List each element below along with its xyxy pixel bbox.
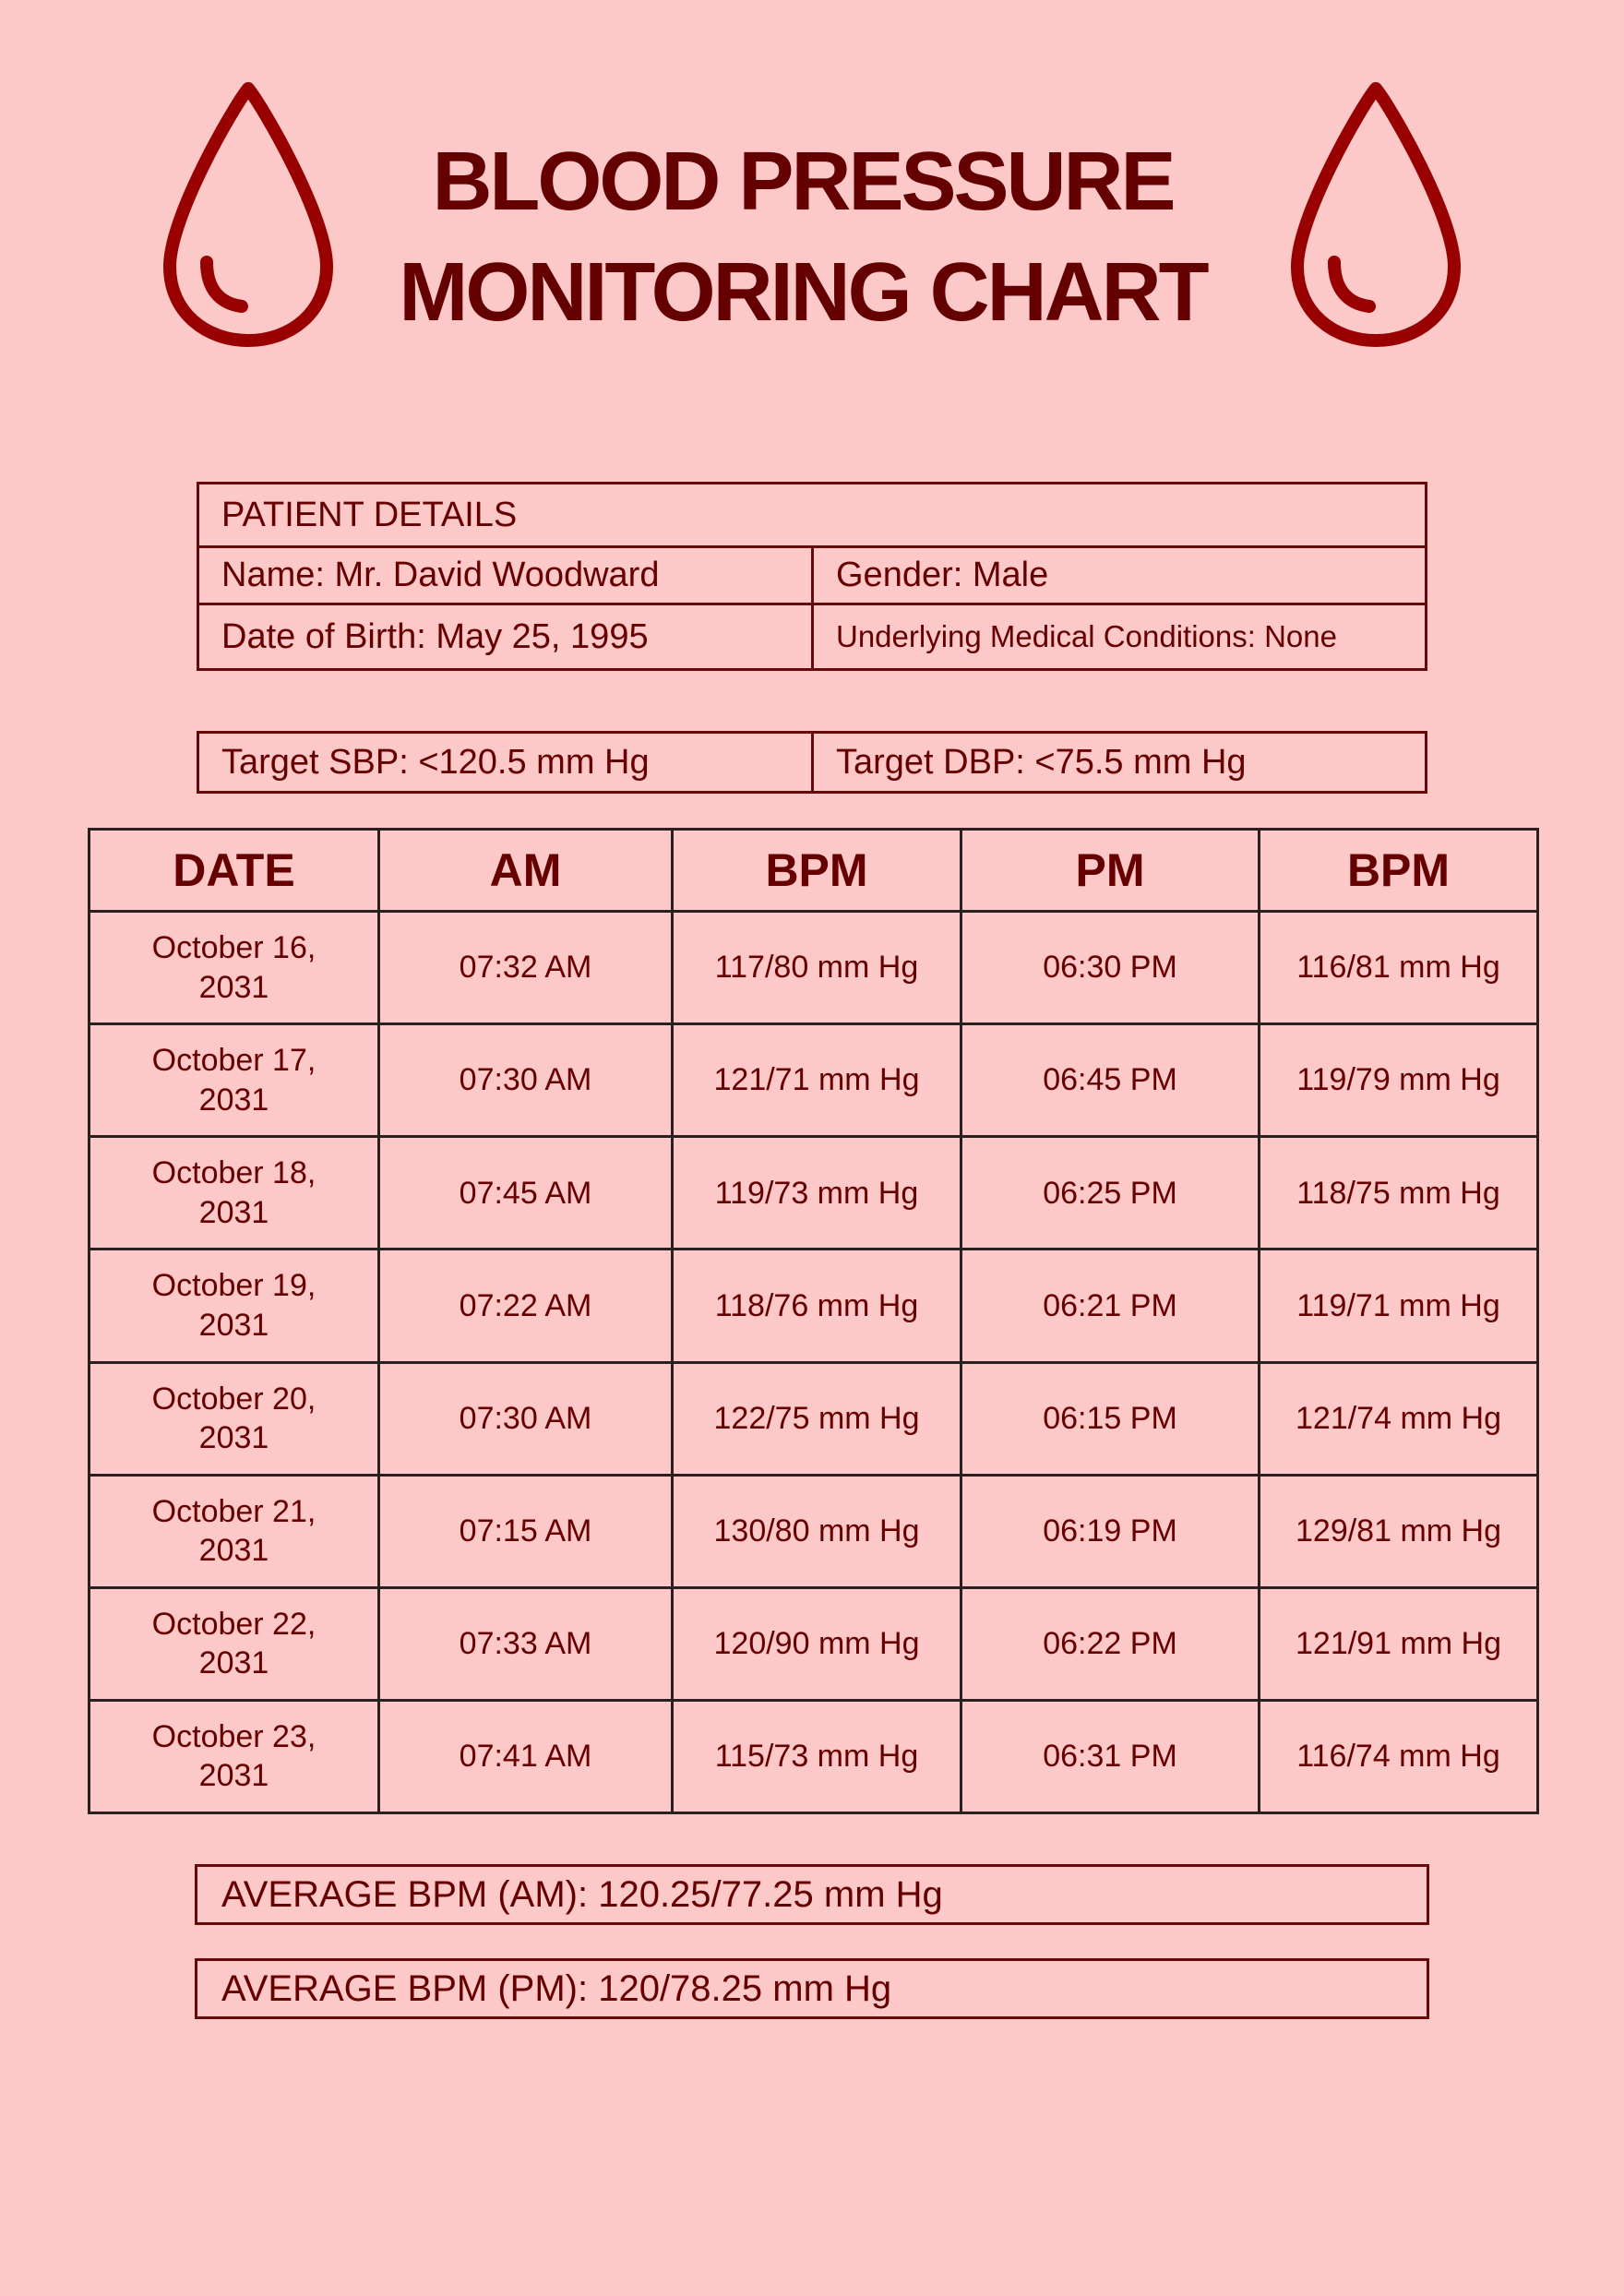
cell-date: October 20, 2031: [88, 1360, 380, 1477]
cell-pm-time: 06:25 PM: [960, 1135, 1260, 1251]
cell-pm-bpm: 129/81 mm Hg: [1258, 1473, 1539, 1589]
cell-am-time: 07:32 AM: [377, 909, 674, 1026]
header-date: DATE: [88, 828, 380, 913]
date-line1: October 16,: [151, 930, 316, 966]
patient-dob: Date of Birth: May 25, 1995: [221, 616, 649, 656]
table-row: October 17, 2031 07:30 AM 121/71 mm Hg 06:45…: [88, 1022, 1539, 1139]
average-pm: AVERAGE BPM (PM): 120/78.25 mm Hg: [195, 1958, 1429, 2019]
date-line2: 2031: [198, 1194, 269, 1230]
cell-am-bpm: 121/71 mm Hg: [671, 1022, 962, 1139]
cell-pm-time: 06:45 PM: [960, 1022, 1260, 1139]
page-title-line2: MONITORING CHART: [399, 246, 1209, 339]
cell-am-bpm: 118/76 mm Hg: [671, 1248, 962, 1364]
cell-am-time: 07:22 AM: [377, 1248, 674, 1364]
cell-pm-time: 06:22 PM: [960, 1585, 1260, 1702]
cell-date: October 23, 2031: [88, 1698, 380, 1815]
cell-pm-bpm: 116/81 mm Hg: [1258, 909, 1539, 1026]
cell-am-bpm: 130/80 mm Hg: [671, 1473, 962, 1589]
cell-date: October 16, 2031: [88, 909, 380, 1026]
page-title-line1: BLOOD PRESSURE: [432, 136, 1176, 228]
cell-date: October 18, 2031: [88, 1135, 380, 1251]
cell-am-bpm: 122/75 mm Hg: [671, 1360, 962, 1477]
table-row: October 20, 2031 07:30 AM 122/75 mm Hg 06:15…: [88, 1360, 1539, 1477]
blood-drop-icon-left: [163, 82, 333, 347]
header-am-bpm: BPM: [671, 828, 962, 913]
cell-am-time: 07:45 AM: [377, 1135, 674, 1251]
cell-pm-bpm: 119/71 mm Hg: [1258, 1248, 1539, 1364]
date-line2: 2031: [198, 1645, 269, 1681]
table-row: October 18, 2031 07:45 AM 119/73 mm Hg 06:25…: [88, 1135, 1539, 1251]
average-am: AVERAGE BPM (AM): 120.25/77.25 mm Hg: [195, 1864, 1429, 1925]
cell-pm-time: 06:19 PM: [960, 1473, 1260, 1589]
patient-conditions: Underlying Medical Conditions: None: [811, 605, 1425, 668]
date-line2: 2031: [198, 1307, 269, 1343]
date-line1: October 17,: [151, 1043, 316, 1079]
cell-pm-bpm: 119/79 mm Hg: [1258, 1022, 1539, 1139]
cell-am-time: 07:33 AM: [377, 1585, 674, 1702]
cell-date: October 21, 2031: [88, 1473, 380, 1589]
patient-details-heading: PATIENT DETAILS: [221, 495, 518, 534]
header-am: AM: [377, 828, 674, 913]
cell-pm-bpm: 116/74 mm Hg: [1258, 1698, 1539, 1815]
cell-am-time: 07:30 AM: [377, 1360, 674, 1477]
cell-pm-bpm: 121/74 mm Hg: [1258, 1360, 1539, 1477]
date-line2: 2031: [198, 1758, 269, 1794]
cell-pm-time: 06:21 PM: [960, 1248, 1260, 1364]
cell-pm-bpm: 121/91 mm Hg: [1258, 1585, 1539, 1702]
table-row: October 16, 2031 07:32 AM 117/80 mm Hg 06:30…: [88, 909, 1539, 1026]
cell-pm-time: 06:30 PM: [960, 909, 1260, 1026]
date-line2: 2031: [198, 969, 269, 1005]
cell-am-bpm: 120/90 mm Hg: [671, 1585, 962, 1702]
cell-pm-time: 06:31 PM: [960, 1698, 1260, 1815]
date-line1: October 23,: [151, 1718, 316, 1754]
targets-box: Target SBP: <120.5 mm Hg Target DBP: <75…: [197, 731, 1427, 794]
date-line1: October 21,: [151, 1493, 316, 1529]
cell-am-bpm: 117/80 mm Hg: [671, 909, 962, 1026]
cell-am-bpm: 115/73 mm Hg: [671, 1698, 962, 1815]
cell-am-time: 07:30 AM: [377, 1022, 674, 1139]
table-row: October 19, 2031 07:22 AM 118/76 mm Hg 06:21…: [88, 1248, 1539, 1364]
cell-date: October 17, 2031: [88, 1022, 380, 1139]
date-line1: October 19,: [151, 1268, 316, 1304]
patient-gender: Gender: Male: [811, 548, 1425, 603]
cell-pm-bpm: 118/75 mm Hg: [1258, 1135, 1539, 1251]
patient-details-box: PATIENT DETAILS Name: Mr. David Woodward…: [197, 482, 1427, 671]
table-row: October 22, 2031 07:33 AM 120/90 mm Hg 06:22…: [88, 1585, 1539, 1702]
date-line2: 2031: [198, 1082, 269, 1118]
table-header-row: DATE AM BPM PM BPM: [88, 828, 1539, 913]
table-row: October 21, 2031 07:15 AM 130/80 mm Hg 06:19…: [88, 1473, 1539, 1589]
cell-am-bpm: 119/73 mm Hg: [671, 1135, 962, 1251]
date-line1: October 22,: [151, 1606, 316, 1642]
target-dbp: Target DBP: <75.5 mm Hg: [811, 734, 1425, 791]
target-sbp: Target SBP: <120.5 mm Hg: [221, 742, 650, 782]
table-row: October 23, 2031 07:41 AM 115/73 mm Hg 06:31…: [88, 1698, 1539, 1815]
blood-drop-icon-right: [1291, 82, 1461, 347]
cell-date: October 22, 2031: [88, 1585, 380, 1702]
date-line1: October 20,: [151, 1381, 316, 1417]
cell-pm-time: 06:15 PM: [960, 1360, 1260, 1477]
date-line1: October 18,: [151, 1155, 316, 1191]
cell-am-time: 07:15 AM: [377, 1473, 674, 1589]
date-line2: 2031: [198, 1533, 269, 1569]
bp-readings-table: DATE AM BPM PM BPM October 16, 2031 07:32 …: [88, 828, 1539, 1815]
patient-name: Name: Mr. David Woodward: [221, 556, 660, 594]
date-line2: 2031: [198, 1420, 269, 1456]
header-pm-bpm: BPM: [1258, 828, 1539, 913]
cell-date: October 19, 2031: [88, 1248, 380, 1364]
header-pm: PM: [960, 828, 1260, 913]
cell-am-time: 07:41 AM: [377, 1698, 674, 1815]
